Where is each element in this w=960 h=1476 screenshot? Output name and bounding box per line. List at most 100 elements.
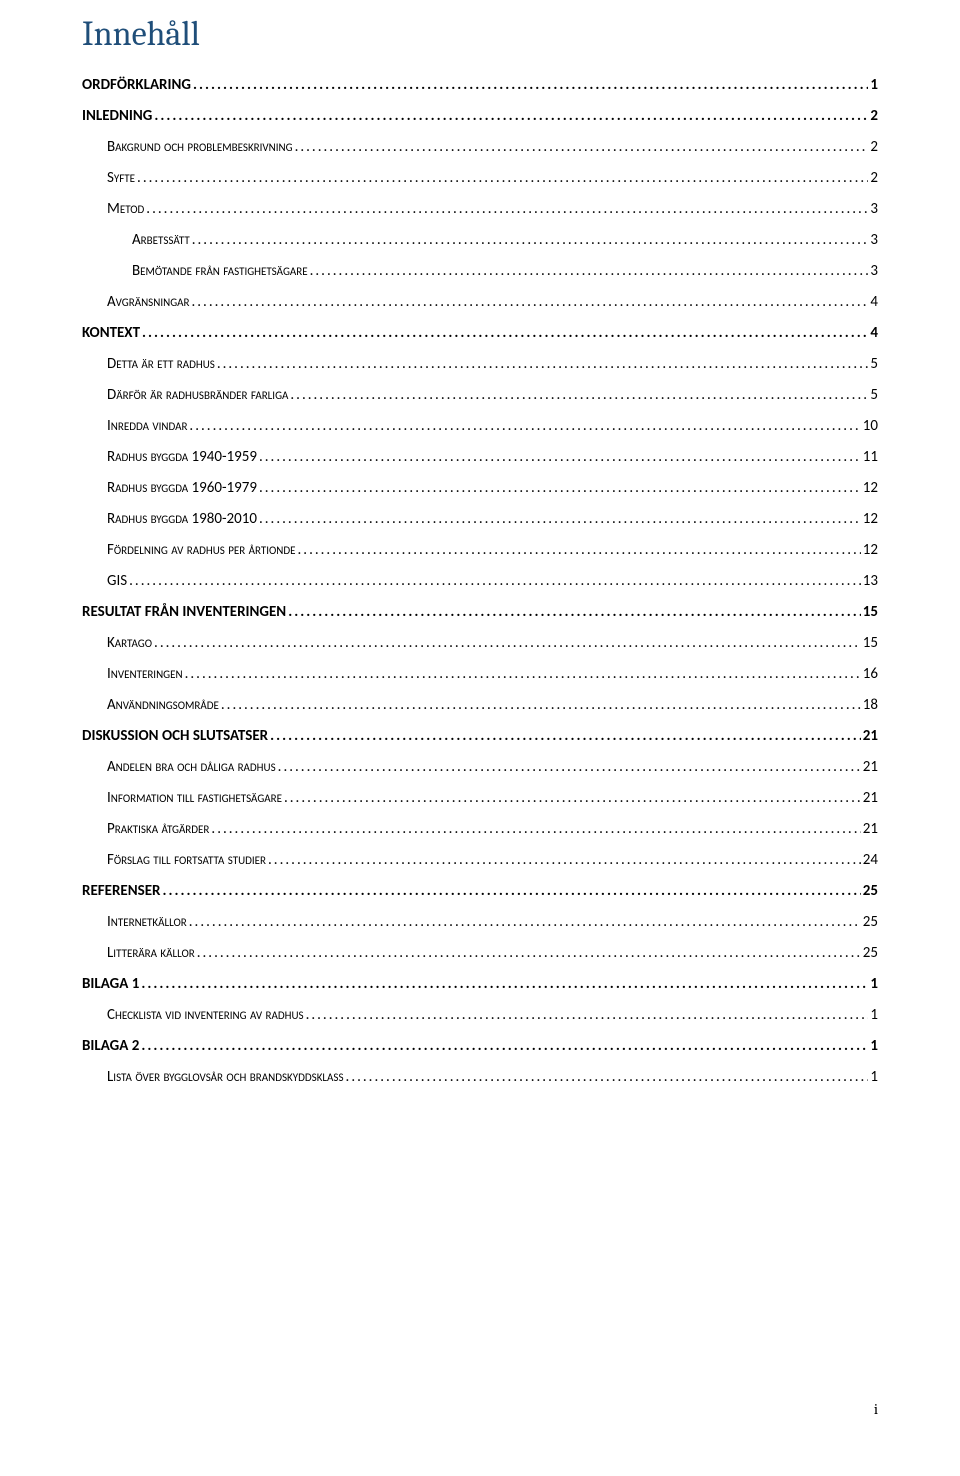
toc-leader-dots: ........................................…: [154, 107, 868, 125]
toc-leader-dots: ........................................…: [270, 727, 861, 745]
toc-entry-page: 5: [870, 355, 878, 373]
toc-entry: Inventeringen...........................…: [82, 665, 878, 683]
toc-leader-dots: ........................................…: [154, 634, 861, 652]
toc-leader-dots: ........................................…: [278, 758, 861, 776]
toc-entry-page: 21: [863, 820, 878, 838]
toc-entry-label: Praktiska åtgärder: [107, 820, 209, 838]
toc-entry: Syfte...................................…: [82, 169, 878, 187]
toc-entry-page: 15: [863, 634, 878, 652]
toc-leader-dots: ........................................…: [189, 417, 860, 435]
toc-leader-dots: ........................................…: [259, 479, 861, 497]
toc-entry-label: Kartago: [107, 634, 152, 652]
toc-page: Innehåll ORDFÖRKLARING..................…: [0, 0, 960, 1476]
toc-entry-page: 2: [870, 138, 878, 156]
toc-entry-page: 25: [863, 944, 878, 962]
toc-entry: BILAGA 1................................…: [82, 975, 878, 993]
toc-entry: Bakgrund och problembeskrivning.........…: [82, 138, 878, 156]
toc-entry: INLEDNING...............................…: [82, 107, 878, 125]
toc-entry: Internetkällor..........................…: [82, 913, 878, 931]
toc-entry-page: 21: [863, 758, 878, 776]
toc-entry-label: Andelen bra och dåliga radhus: [107, 758, 276, 776]
toc-entry: Radhus byggda 1940-1959.................…: [82, 448, 878, 466]
toc-entry-label: Metod: [107, 200, 144, 218]
toc-leader-dots: ........................................…: [284, 789, 861, 807]
toc-leader-dots: ........................................…: [129, 572, 861, 590]
toc-list: ORDFÖRKLARING...........................…: [82, 76, 878, 1086]
toc-leader-dots: ........................................…: [288, 603, 861, 621]
toc-entry-label: REFERENSER: [82, 882, 160, 900]
toc-entry-label: INLEDNING: [82, 107, 152, 125]
toc-leader-dots: ........................................…: [191, 293, 868, 311]
toc-entry-page: 16: [863, 665, 878, 683]
toc-leader-dots: ........................................…: [141, 975, 868, 993]
toc-leader-dots: ........................................…: [346, 1068, 869, 1086]
toc-entry-page: 1: [870, 76, 878, 94]
toc-entry-label: Syfte: [107, 169, 135, 187]
toc-entry-page: 15: [863, 603, 878, 621]
toc-leader-dots: ........................................…: [310, 262, 869, 280]
toc-leader-dots: ........................................…: [192, 231, 869, 249]
toc-entry-page: 25: [863, 882, 878, 900]
toc-entry-page: 4: [870, 324, 878, 342]
toc-entry-label: Checklista vid inventering av radhus: [107, 1006, 304, 1024]
toc-entry-label: Inventeringen: [107, 665, 183, 683]
toc-leader-dots: ........................................…: [268, 851, 861, 869]
toc-entry-label: GIS: [107, 572, 127, 590]
toc-leader-dots: ........................................…: [197, 944, 861, 962]
toc-entry-label: Litterära källor: [107, 944, 195, 962]
toc-entry: Litterära källor........................…: [82, 944, 878, 962]
toc-entry: REFERENSER..............................…: [82, 882, 878, 900]
toc-entry-label: Radhus byggda 1940-1959: [107, 448, 257, 466]
toc-entry-label: Internetkällor: [107, 913, 187, 931]
toc-entry-page: 12: [863, 541, 878, 559]
toc-entry-label: Arbetssätt: [132, 231, 190, 249]
toc-entry-label: Därför är radhusbränder farliga: [107, 386, 288, 404]
toc-entry: Förslag till fortsatta studier..........…: [82, 851, 878, 869]
toc-entry-page: 1: [870, 975, 878, 993]
toc-leader-dots: ........................................…: [162, 882, 860, 900]
toc-entry-page: 2: [870, 169, 878, 187]
toc-leader-dots: ........................................…: [306, 1006, 869, 1024]
toc-leader-dots: ........................................…: [290, 386, 868, 404]
toc-entry: Bemötande från fastighetsägare..........…: [82, 262, 878, 280]
toc-entry-page: 2: [870, 107, 878, 125]
toc-leader-dots: ........................................…: [259, 510, 861, 528]
toc-entry-page: 25: [863, 913, 878, 931]
toc-entry: Detta är ett radhus.....................…: [82, 355, 878, 373]
toc-entry: Avgränsningar...........................…: [82, 293, 878, 311]
toc-entry-label: Lista över bygglovsår och brandskyddskla…: [107, 1068, 344, 1086]
toc-entry-label: Information till fastighetsägare: [107, 789, 282, 807]
toc-entry-page: 13: [863, 572, 878, 590]
toc-entry-page: 11: [863, 448, 878, 466]
toc-entry: RESULTAT FRÅN INVENTERINGEN.............…: [82, 603, 878, 621]
toc-entry-page: 12: [863, 510, 878, 528]
toc-entry: Arbetssätt..............................…: [82, 231, 878, 249]
toc-entry-label: ORDFÖRKLARING: [82, 76, 191, 94]
toc-entry-page: 1: [870, 1068, 878, 1086]
toc-entry: KONTEXT.................................…: [82, 324, 878, 342]
toc-entry-page: 3: [870, 200, 878, 218]
toc-entry: Checklista vid inventering av radhus....…: [82, 1006, 878, 1024]
toc-entry-label: BILAGA 2: [82, 1037, 139, 1055]
toc-entry-page: 12: [863, 479, 878, 497]
toc-entry-label: DISKUSSION OCH SLUTSATSER: [82, 727, 268, 745]
toc-leader-dots: ........................................…: [221, 696, 861, 714]
toc-entry-page: 21: [863, 727, 878, 745]
toc-entry: Inredda vindar..........................…: [82, 417, 878, 435]
toc-entry-label: Bemötande från fastighetsägare: [132, 262, 308, 280]
toc-entry-label: Användningsområde: [107, 696, 219, 714]
toc-entry-label: Inredda vindar: [107, 417, 187, 435]
toc-leader-dots: ........................................…: [137, 169, 868, 187]
toc-entry-label: Förslag till fortsatta studier: [107, 851, 266, 869]
page-number: i: [874, 1400, 878, 1418]
toc-leader-dots: ........................................…: [189, 913, 861, 931]
toc-entry-page: 4: [870, 293, 878, 311]
toc-entry: ORDFÖRKLARING...........................…: [82, 76, 878, 94]
toc-entry-page: 18: [863, 696, 878, 714]
toc-entry-page: 10: [863, 417, 878, 435]
toc-entry: Radhus byggda 1960-1979.................…: [82, 479, 878, 497]
toc-leader-dots: ........................................…: [185, 665, 861, 683]
toc-entry: Därför är radhusbränder farliga.........…: [82, 386, 878, 404]
toc-entry: BILAGA 2................................…: [82, 1037, 878, 1055]
toc-entry-page: 21: [863, 789, 878, 807]
